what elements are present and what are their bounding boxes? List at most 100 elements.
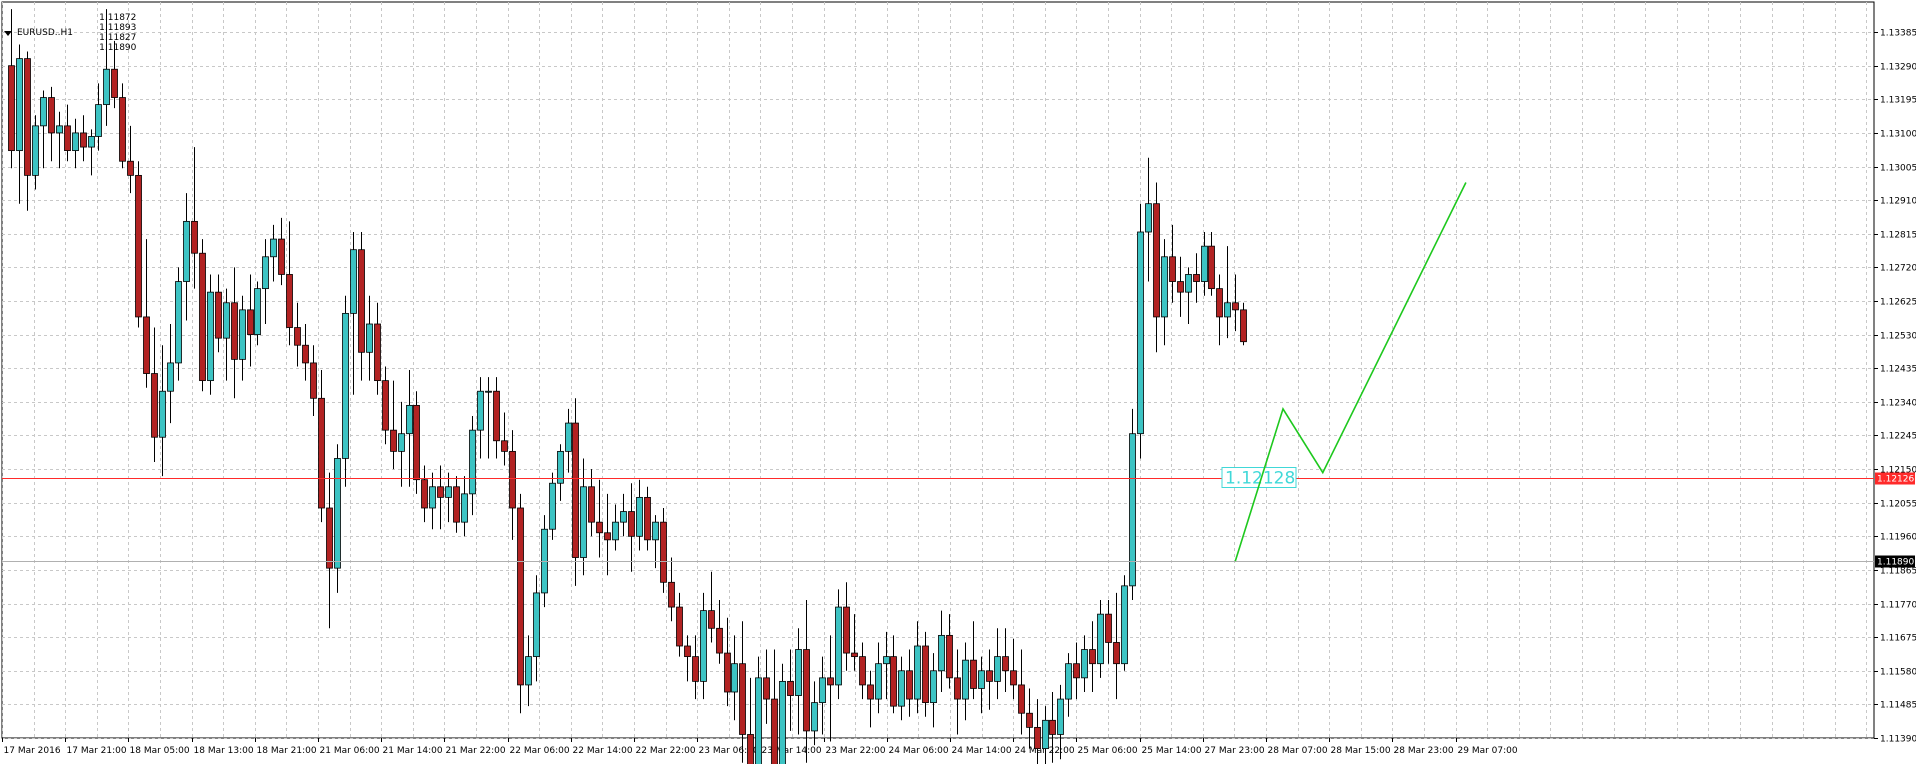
y-tick-label: 1.12910 [1880, 197, 1916, 207]
bear-candle [628, 511, 635, 537]
bear-candle [390, 429, 397, 452]
bull-candle [159, 390, 166, 438]
bull-candle [875, 663, 882, 700]
bear-candle [119, 97, 126, 162]
bull-candle [580, 486, 587, 558]
bull-candle [16, 58, 23, 152]
bear-candle [716, 627, 723, 654]
bear-candle [231, 302, 238, 360]
bear-candle [763, 677, 770, 700]
bear-candle [127, 160, 134, 176]
bear-candle [946, 634, 953, 679]
y-tick-label: 1.12150 [1880, 466, 1916, 476]
bear-candle [151, 373, 158, 438]
y-tick-label: 1.11485 [1880, 701, 1916, 711]
bull-candle [1042, 719, 1049, 750]
x-tick-label: 23 Mar 06:00 [699, 746, 759, 756]
bull-candle [565, 422, 572, 452]
bull-candle [1185, 274, 1192, 293]
bear-candle [1169, 256, 1176, 282]
projection-line[interactable] [1234, 182, 1467, 562]
bull-candle [994, 656, 1001, 682]
bull-candle [525, 656, 532, 686]
bull-candle [962, 659, 969, 700]
y-tick-label: 1.12245 [1880, 432, 1916, 442]
bear-candle [278, 238, 285, 275]
bull-candle [835, 606, 842, 686]
bull-candle [620, 511, 627, 523]
y-tick-label: 1.11675 [1880, 634, 1916, 644]
bear-candle [24, 58, 31, 176]
bull-candle [930, 670, 937, 704]
bear-candle [310, 362, 317, 399]
bear-candle [596, 521, 603, 534]
bear-candle [803, 649, 810, 732]
bull-candle [40, 97, 47, 127]
y-tick-label: 1.11960 [1880, 533, 1916, 543]
y-tick-label: 1.13005 [1880, 164, 1916, 174]
bear-candle [286, 274, 293, 328]
bull-candle [445, 486, 452, 498]
y-tick-label: 1.11865 [1880, 567, 1916, 577]
bear-candle [747, 734, 754, 769]
bear-candle [247, 309, 254, 336]
bull-candle [795, 649, 802, 696]
bear-candle [1089, 649, 1096, 665]
bear-candle [827, 677, 834, 686]
bear-candle [1208, 245, 1215, 290]
bear-candle [708, 610, 715, 629]
bull-candle [1137, 231, 1144, 435]
x-tick-label: 25 Mar 14:00 [1142, 746, 1202, 756]
bear-candle [1002, 656, 1009, 672]
bull-candle [1121, 585, 1128, 665]
y-tick-label: 1.12340 [1880, 399, 1916, 409]
x-tick-label: 28 Mar 15:00 [1331, 746, 1391, 756]
bull-candle [429, 486, 436, 509]
x-tick-label: 27 Mar 23:00 [1205, 746, 1265, 756]
bull-candle [95, 104, 102, 137]
x-tick-label: 24 Mar 22:00 [1015, 746, 1075, 756]
bear-candle [970, 659, 977, 689]
bear-candle [1105, 613, 1112, 643]
bull-candle [1097, 613, 1104, 665]
bear-candle [692, 656, 699, 682]
x-tick-label: 18 Mar 13:00 [194, 746, 254, 756]
bull-candle [334, 458, 341, 569]
bear-candle [890, 656, 897, 707]
bear-candle [1049, 719, 1056, 735]
x-tick-label: 29 Mar 07:00 [1458, 746, 1518, 756]
bear-candle [135, 174, 142, 318]
bull-candle [978, 670, 985, 689]
y-tick-label: 1.11770 [1880, 601, 1916, 611]
bull-candle [270, 238, 277, 258]
bear-candle [922, 645, 929, 704]
bull-candle [1145, 203, 1152, 233]
bear-candle [453, 486, 460, 523]
x-tick-label: 21 Mar 06:00 [320, 746, 380, 756]
bear-candle [1010, 670, 1017, 686]
y-tick-label: 1.13290 [1880, 63, 1916, 73]
bear-candle [604, 532, 611, 541]
dropdown-triangle-icon[interactable] [4, 30, 12, 36]
level-axis-tag [1875, 472, 1915, 485]
bull-candle [938, 634, 945, 672]
x-tick-label: 23 Mar 22:00 [826, 746, 886, 756]
bull-candle [914, 645, 921, 700]
bear-candle [8, 65, 15, 152]
bear-candle [374, 323, 381, 382]
bull-candle [175, 281, 182, 364]
bid-axis-tag-text: 1.11890 [1877, 558, 1914, 568]
bear-candle [1216, 288, 1223, 318]
bear-candle [684, 645, 691, 658]
symbol-label: EURUSD..H1 [17, 28, 73, 38]
bear-candle [318, 397, 325, 509]
bear-candle [413, 404, 420, 481]
bull-candle [103, 68, 110, 106]
x-tick-label: 18 Mar 21:00 [257, 746, 317, 756]
bear-candle [724, 652, 731, 693]
bear-candle [64, 125, 71, 152]
bull-candle [398, 433, 405, 452]
bull-candle [406, 404, 413, 435]
